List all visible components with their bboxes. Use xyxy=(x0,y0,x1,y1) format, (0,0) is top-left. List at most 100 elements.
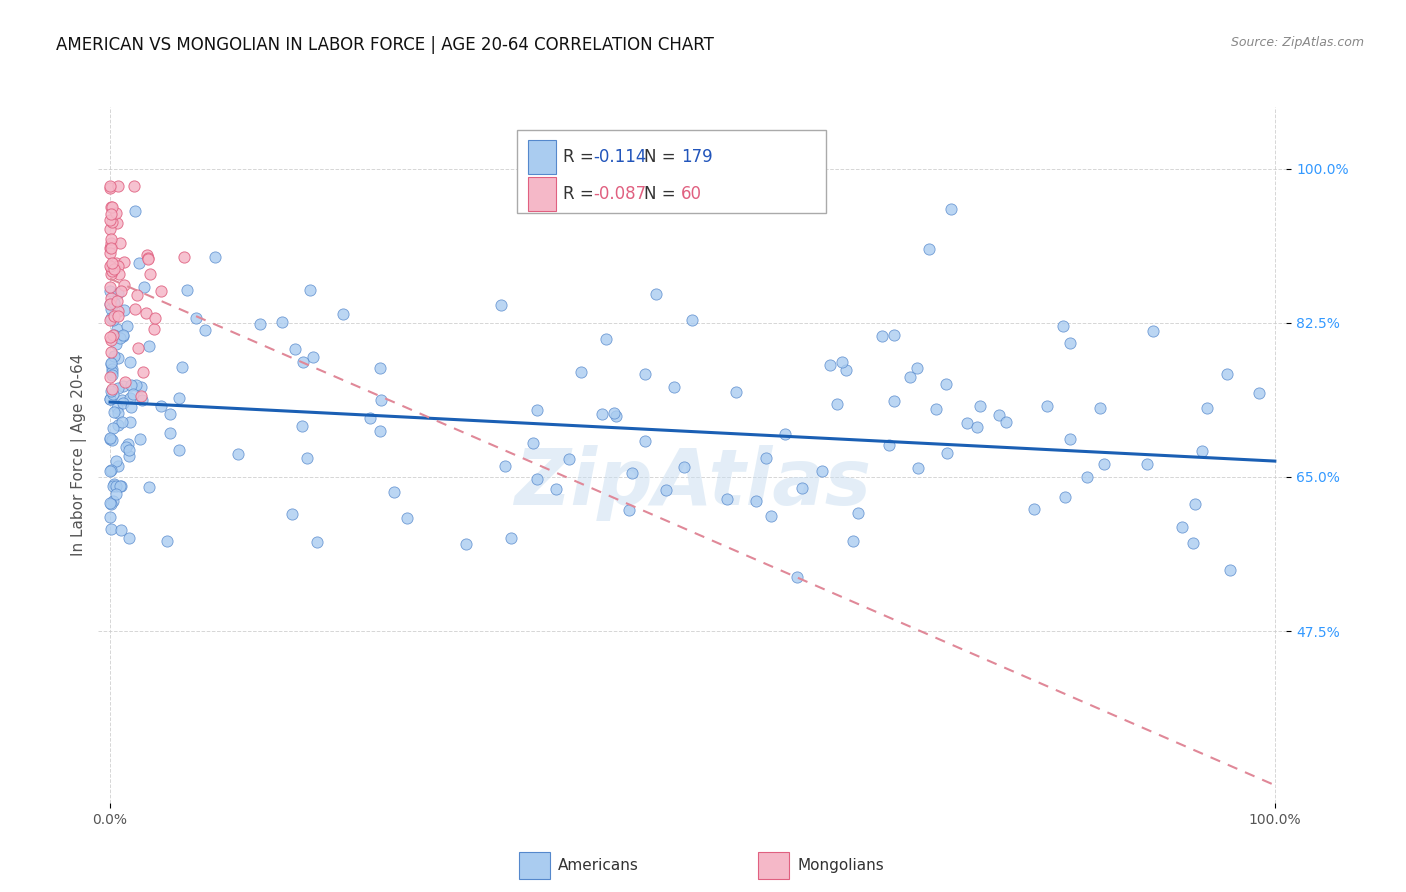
Point xyxy=(1022,501,1045,516)
Point xyxy=(1052,318,1074,333)
Point xyxy=(569,365,592,379)
Point xyxy=(103,479,125,493)
Point xyxy=(98,284,121,298)
Point xyxy=(790,481,813,495)
Text: N =: N = xyxy=(644,148,682,166)
Point xyxy=(249,318,271,332)
Point xyxy=(111,392,134,407)
Point xyxy=(136,252,159,266)
Point xyxy=(107,381,129,395)
Point xyxy=(280,507,302,521)
Point xyxy=(112,302,135,317)
Point xyxy=(104,205,127,219)
Point xyxy=(134,279,156,293)
Y-axis label: In Labor Force | Age 20-64: In Labor Force | Age 20-64 xyxy=(72,354,87,556)
Point xyxy=(825,397,848,411)
Point xyxy=(1247,386,1270,401)
Point xyxy=(98,297,121,311)
Point xyxy=(124,179,146,194)
Point xyxy=(359,411,381,425)
Point xyxy=(100,291,122,305)
Point xyxy=(494,458,516,473)
Point xyxy=(103,328,125,343)
Point xyxy=(120,355,142,369)
Point xyxy=(105,487,128,501)
Point xyxy=(101,433,124,447)
Point xyxy=(98,432,121,446)
Text: N =: N = xyxy=(644,185,682,202)
Point xyxy=(143,311,166,326)
Point xyxy=(100,310,122,325)
Point xyxy=(159,426,181,441)
Point xyxy=(105,479,128,493)
Point xyxy=(98,241,121,255)
Point xyxy=(100,522,122,536)
Point xyxy=(1197,401,1219,415)
Point xyxy=(117,437,139,451)
Point xyxy=(877,438,900,452)
Text: Americans: Americans xyxy=(558,858,640,872)
Point xyxy=(120,401,142,415)
Point xyxy=(818,358,841,372)
Point xyxy=(941,202,963,216)
Point xyxy=(98,464,121,478)
Text: -0.087: -0.087 xyxy=(593,185,645,202)
Point xyxy=(1181,536,1204,550)
Point xyxy=(108,331,131,345)
Point xyxy=(136,251,159,265)
Point xyxy=(100,334,122,348)
Point xyxy=(100,232,122,246)
Point xyxy=(111,379,134,393)
Point xyxy=(131,393,153,408)
Point xyxy=(98,222,121,236)
Point xyxy=(100,365,122,379)
Point xyxy=(107,285,129,300)
Text: 60: 60 xyxy=(681,185,702,202)
Point xyxy=(1092,458,1115,472)
Point xyxy=(546,482,568,496)
Point xyxy=(112,254,135,268)
Point xyxy=(491,298,513,312)
Point xyxy=(103,477,125,491)
Point xyxy=(98,246,121,260)
Point xyxy=(156,534,179,549)
Point xyxy=(149,284,172,298)
Point xyxy=(167,391,190,405)
Point xyxy=(105,294,128,309)
Point xyxy=(107,179,129,194)
Point xyxy=(100,362,122,376)
Point xyxy=(935,377,957,392)
Point xyxy=(111,395,134,409)
Point xyxy=(883,393,905,408)
Point xyxy=(138,339,160,353)
Point xyxy=(98,392,121,406)
Point xyxy=(98,392,121,406)
Point xyxy=(111,328,134,343)
Point xyxy=(107,309,129,323)
Point xyxy=(284,342,307,356)
Point xyxy=(135,305,157,319)
Point xyxy=(755,450,778,465)
Point xyxy=(744,494,766,508)
Point xyxy=(987,408,1010,422)
Point xyxy=(143,322,166,336)
Point xyxy=(759,508,782,523)
Point xyxy=(204,250,226,264)
Point xyxy=(194,323,217,337)
Point xyxy=(1184,497,1206,511)
Point xyxy=(995,415,1018,429)
Point xyxy=(100,297,122,311)
Point xyxy=(127,342,149,356)
Point xyxy=(122,387,145,401)
Point xyxy=(100,207,122,221)
Point xyxy=(368,360,391,375)
Point xyxy=(522,436,544,450)
Point xyxy=(118,442,141,457)
Point xyxy=(167,443,190,458)
Point xyxy=(103,405,125,419)
Point xyxy=(117,319,139,334)
Point xyxy=(956,416,979,430)
Point xyxy=(1088,401,1111,415)
Point xyxy=(125,288,148,302)
Point xyxy=(101,215,124,229)
